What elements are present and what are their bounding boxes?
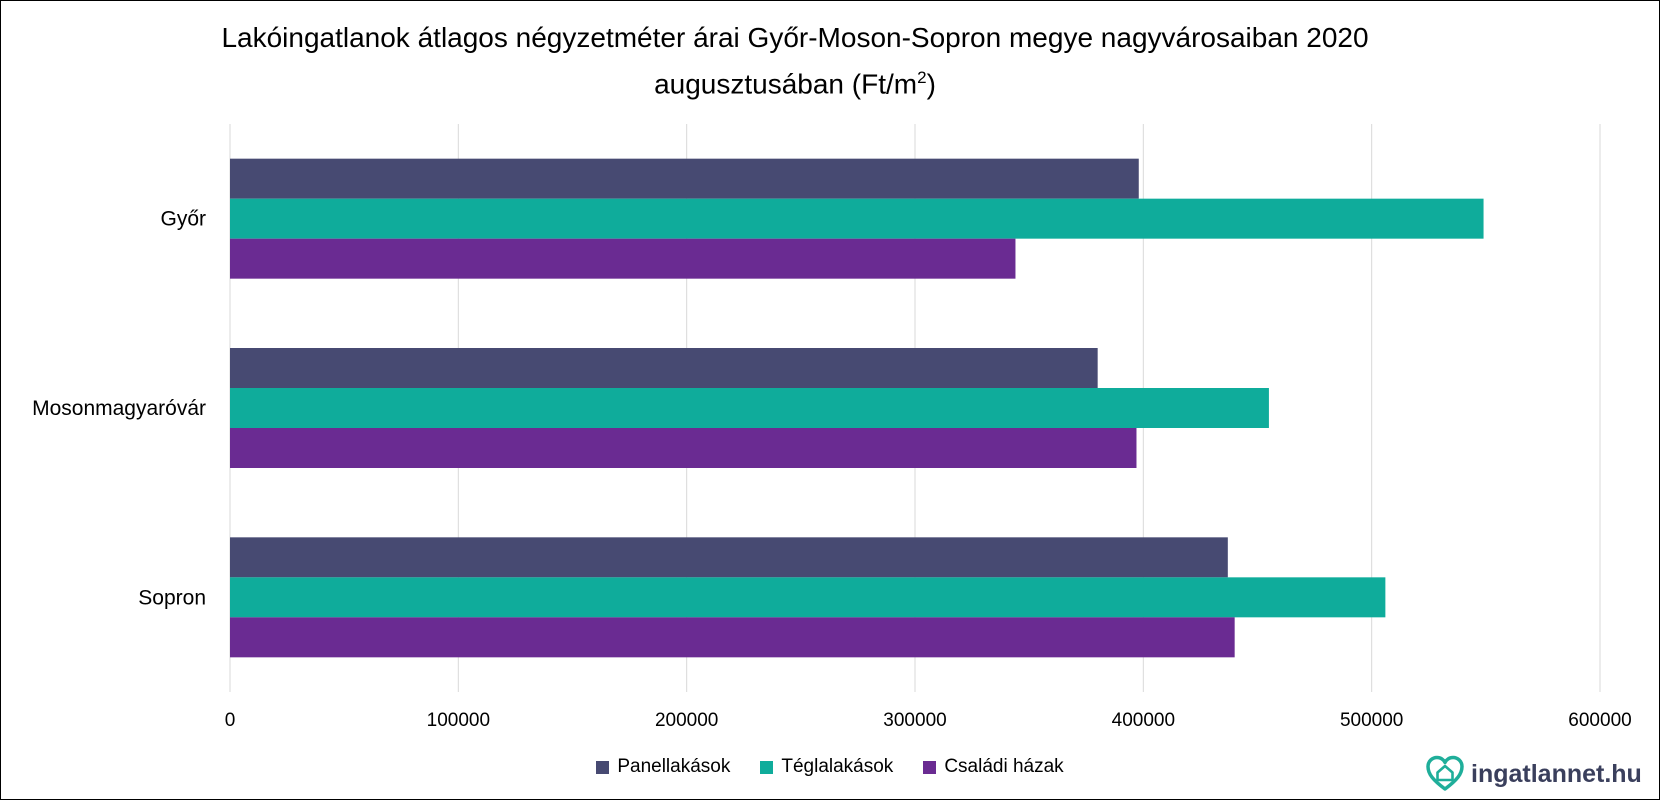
bar-gyor-csaladi-hazak <box>230 238 1016 279</box>
x-tick-label-200000: 200000 <box>655 710 718 731</box>
bar-mosonmagyarovar-teglalakasok <box>230 388 1269 428</box>
x-tick-label-500000: 500000 <box>1340 710 1403 731</box>
legend-item-csaladi-hazak: Családi házak <box>923 754 1064 780</box>
legend-swatch-teglalakasok <box>760 760 774 774</box>
x-tick-label-400000: 400000 <box>1112 710 1175 731</box>
y-category-label-gyor: Győr <box>160 208 206 231</box>
house-heart-icon <box>1426 755 1464 791</box>
bar-mosonmagyarovar-panellakasok <box>230 348 1098 388</box>
bar-gyor-panellakasok <box>230 158 1139 199</box>
chart-title-line2-text: augusztusában (Ft/m <box>654 68 918 100</box>
bar-chart: 0 100000 200000 300000 400000 500000 600000 Győ… <box>32 124 1632 731</box>
chart-title-line2-end: ) <box>926 68 936 100</box>
legend-label-panellakasok: Panellakások <box>617 756 731 777</box>
legend-item-teglalakasok: Téglalakások <box>760 754 893 780</box>
x-tick-label-600000: 600000 <box>1568 710 1631 731</box>
y-category-label-sopron: Sopron <box>138 586 206 609</box>
chart-title: Lakóingatlanok átlagos négyzetméter árai… <box>160 18 1430 104</box>
bar-sopron-panellakasok <box>230 537 1228 578</box>
x-tick-label-0: 0 <box>225 710 236 731</box>
legend-swatch-csaladi-hazak <box>923 760 937 774</box>
y-category-label-mosonmagyarovar: Mosonmagyaróvár <box>32 397 206 420</box>
bar-mosonmagyarovar-csaladi-hazak <box>230 428 1137 468</box>
chart-title-superscript: 2 <box>917 68 927 87</box>
bar-gyor-teglalakasok <box>230 198 1484 239</box>
bar-sopron-csaladi-hazak <box>230 617 1235 658</box>
chart-title-line1: Lakóingatlanok átlagos négyzetméter árai… <box>221 22 1369 53</box>
bar-sopron-teglalakasok <box>230 577 1386 618</box>
x-tick-label-300000: 300000 <box>883 710 946 731</box>
x-tick-label-100000: 100000 <box>427 710 490 731</box>
legend-label-teglalakasok: Téglalakások <box>781 756 894 777</box>
logo-text: ingatlannet.hu <box>1471 759 1642 788</box>
legend-item-panellakasok: Panellakások <box>596 754 730 780</box>
legend-swatch-panellakasok <box>596 760 610 774</box>
chart-title-line2: augusztusában (Ft/m2) <box>160 58 1430 104</box>
legend-label-csaladi-hazak: Családi házak <box>944 756 1064 777</box>
legend: Panellakások Téglalakások Családi házak <box>0 754 1660 780</box>
brand-logo: ingatlannet.hu <box>1425 754 1642 794</box>
